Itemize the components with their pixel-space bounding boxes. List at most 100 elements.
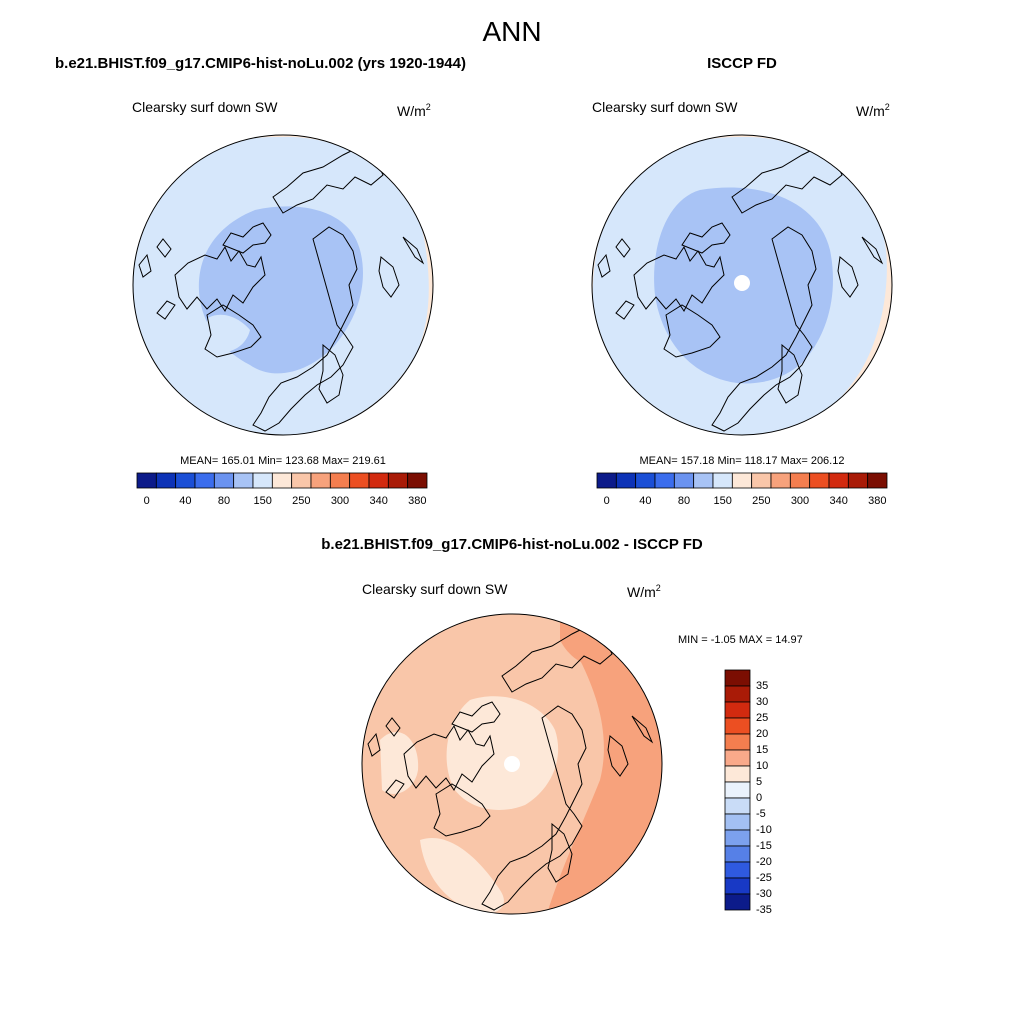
figure-title: ANN — [482, 16, 541, 47]
panel-diff-colorbar: 35 30 25 20 15 10 5 0 -5 -10 -15 -20 -25 -30 -35 — [724, 669, 772, 916]
panel-diff-colorbar-tick-label: 30 — [756, 696, 768, 708]
panel-diff-units: W/m2 — [627, 583, 661, 600]
panel-model-stats: MEAN= 165.01 Min= 123.68 Max= 219.61 — [180, 455, 386, 467]
panel-obs-colorbar-box-9 — [770, 472, 791, 489]
panel-obs-map — [592, 135, 892, 435]
panel-diff-colorbar-box-3 — [724, 717, 751, 735]
panel-model-colorbar-tick-label: 40 — [179, 495, 191, 507]
panel-obs-colorbar-box-8 — [751, 472, 772, 489]
panel-obs-colorbar-tick-label: 300 — [791, 495, 809, 507]
panel-diff-colorbar-tick-label: 15 — [756, 744, 768, 756]
panel-diff-colorbar-box-7 — [724, 781, 751, 799]
panel-obs-colorbar-tick-label: 250 — [752, 495, 770, 507]
panel-obs-colorbar-box-11 — [809, 472, 830, 489]
panel-diff-colorbar-box-5 — [724, 749, 751, 767]
panel-diff-fill-northeast — [560, 615, 605, 667]
panel-model-colorbar-box-9 — [310, 472, 331, 489]
panel-diff-colorbar-box-14 — [724, 893, 751, 911]
panel-model-colorbar-tick-label: 300 — [331, 495, 349, 507]
panel-obs-colorbar-tick-label: 40 — [639, 495, 651, 507]
panel-model-colorbar-box-12 — [368, 472, 389, 489]
panel-obs-colorbar-box-6 — [712, 472, 733, 489]
panel-model-colorbar-box-6 — [252, 472, 273, 489]
panel-model-colorbar-box-4 — [213, 472, 235, 489]
panel-diff-colorbar-box-12 — [724, 861, 751, 879]
panel-diff-fill-arctic — [446, 696, 559, 810]
panel-obs-colorbar-box-1 — [615, 472, 637, 489]
panel-diff-colorbar-tick-label: 0 — [756, 792, 762, 804]
panel-diff-colorbar-tick-label: 5 — [756, 776, 762, 788]
panel-model-colorbar-box-3 — [194, 472, 215, 489]
panel-diff-colorbar-box-11 — [724, 845, 751, 863]
panel-model-fill-greenland — [206, 314, 250, 353]
panel-model-colorbar-box-13 — [387, 472, 409, 489]
panel-diff-colorbar-box-4 — [724, 733, 751, 751]
panel-obs-stats: MEAN= 157.18 Min= 118.17 Max= 206.12 — [640, 455, 845, 467]
panel-diff-colorbar-tick-label: -20 — [756, 856, 772, 868]
panel-obs-colorbar-tick-label: 80 — [678, 495, 690, 507]
panel-model-case-title: b.e21.BHIST.f09_g17.CMIP6-hist-noLu.002 … — [55, 55, 466, 72]
panel-model-colorbar-tick-label: 250 — [292, 495, 310, 507]
panel-obs-variable: Clearsky surf down SW — [592, 99, 738, 115]
panel-model-units: W/m2 — [397, 102, 431, 119]
panel-model: b.e21.BHIST.f09_g17.CMIP6-hist-noLu.002 … — [55, 55, 466, 507]
panel-model-colorbar-box-1 — [155, 472, 177, 489]
panel-obs-pole-hole — [734, 275, 750, 291]
panel-diff: b.e21.BHIST.f09_g17.CMIP6-hist-noLu.002 … — [321, 536, 803, 916]
panel-model-colorbar-box-2 — [175, 472, 196, 489]
panel-obs-colorbar-box-10 — [789, 472, 811, 489]
panel-obs-colorbar-box-12 — [828, 472, 849, 489]
panel-obs-colorbar-box-4 — [673, 472, 695, 489]
panel-diff-colorbar-box-0 — [724, 669, 751, 687]
panel-diff-map-border — [361, 613, 663, 915]
panel-obs-units: W/m2 — [856, 102, 890, 119]
panel-obs-colorbar-box-7 — [731, 472, 753, 489]
panel-obs-colorbar: 0 40 80 150 250 300 340 380 — [596, 472, 888, 507]
panel-diff-stats: MIN = -1.05 MAX = 14.97 — [678, 634, 803, 646]
panel-model-colorbar-tick-label: 80 — [218, 495, 230, 507]
panel-model-colorbar: 0 40 80 150 250 300 340 380 — [136, 472, 428, 507]
panel-obs-map-border — [591, 134, 893, 436]
panel-diff-map — [362, 614, 662, 914]
panel-model-colorbar-box-7 — [271, 472, 293, 489]
panel-diff-colorbar-tick-label: -25 — [756, 872, 772, 884]
panel-model-colorbar-box-8 — [291, 472, 312, 489]
panel-diff-colorbar-box-13 — [724, 877, 751, 895]
panel-model-colorbar-tick-label: 380 — [408, 495, 426, 507]
panel-obs-colorbar-tick-label: 340 — [829, 495, 847, 507]
panel-diff-colorbar-box-10 — [724, 829, 751, 847]
panel-obs-colorbar-box-13 — [847, 472, 869, 489]
panel-obs-colorbar-box-2 — [635, 472, 656, 489]
panel-model-colorbar-box-0 — [136, 472, 157, 489]
panel-model-colorbar-box-14 — [407, 472, 428, 489]
panel-diff-colorbar-tick-label: -35 — [756, 904, 772, 916]
panel-model-map — [133, 135, 433, 435]
panel-diff-fill-southwest — [420, 838, 504, 914]
panel-diff-colorbar-tick-label: -10 — [756, 824, 772, 836]
panel-model-colorbar-tick-label: 0 — [144, 495, 150, 507]
panel-model-variable: Clearsky surf down SW — [132, 99, 278, 115]
panel-diff-colorbar-box-8 — [724, 797, 751, 815]
panel-model-colorbar-box-5 — [233, 472, 254, 489]
panel-diff-colorbar-tick-label: 20 — [756, 728, 768, 740]
panel-obs-colorbar-box-14 — [867, 472, 888, 489]
panel-diff-colorbar-box-2 — [724, 701, 751, 719]
panel-diff-colorbar-tick-label: -15 — [756, 840, 772, 852]
panel-model-colorbar-tick-label: 340 — [369, 495, 387, 507]
panel-diff-colorbar-box-9 — [724, 813, 751, 831]
panel-obs-colorbar-box-5 — [693, 472, 714, 489]
panel-diff-colorbar-tick-label: 35 — [756, 680, 768, 692]
panel-diff-colorbar-tick-label: 10 — [756, 760, 768, 772]
panel-model-colorbar-box-10 — [329, 472, 351, 489]
panel-model-colorbar-tick-label: 150 — [253, 495, 271, 507]
panel-diff-fill-east — [545, 614, 662, 914]
panel-diff-colorbar-tick-label: -5 — [756, 808, 766, 820]
panel-obs-case-title: ISCCP FD — [707, 55, 777, 72]
panel-diff-case-title: b.e21.BHIST.f09_g17.CMIP6-hist-noLu.002 … — [321, 536, 703, 553]
panel-obs-colorbar-box-3 — [654, 472, 675, 489]
panel-obs: ISCCP FD Clearsky surf down SW W/m2 MEAN… — [591, 55, 893, 507]
panel-diff-pole-hole — [504, 756, 520, 772]
panel-obs-colorbar-box-0 — [596, 472, 617, 489]
panel-diff-colorbar-box-6 — [724, 765, 751, 783]
